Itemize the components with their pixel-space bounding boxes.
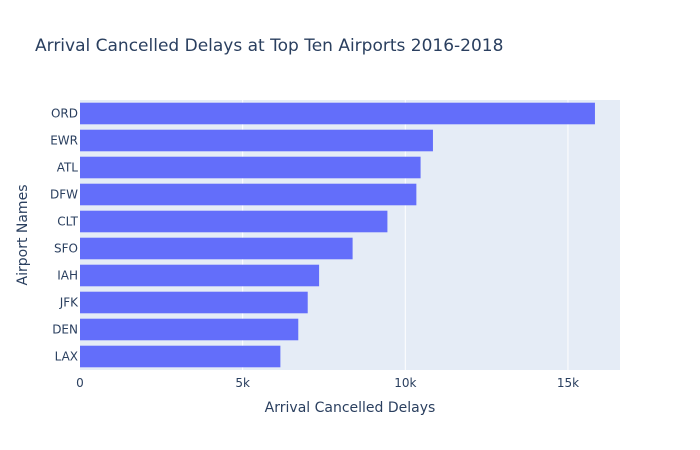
y-tick-label: LAX bbox=[55, 350, 78, 364]
bar-iah bbox=[80, 264, 320, 287]
bar-ewr bbox=[80, 129, 433, 152]
y-tick-label: CLT bbox=[57, 215, 78, 229]
y-tick-label: SFO bbox=[54, 242, 78, 256]
bars bbox=[80, 102, 595, 368]
y-tick-label: ATL bbox=[57, 161, 79, 175]
bar-den bbox=[80, 318, 299, 341]
y-tick-label: JFK bbox=[59, 296, 79, 310]
bar-clt bbox=[80, 210, 388, 233]
bar-jfk bbox=[80, 291, 308, 314]
x-tick-label: 5k bbox=[235, 376, 250, 390]
x-tick-label: 10k bbox=[394, 376, 416, 390]
bar-dfw bbox=[80, 183, 417, 206]
bar-ord bbox=[80, 102, 595, 125]
y-tick-label: EWR bbox=[50, 134, 78, 148]
y-tick-label: ORD bbox=[51, 107, 78, 121]
y-tick-labels: ORD EWR ATL DFW CLT SFO IAH JFK DEN LAX bbox=[50, 107, 79, 364]
x-axis-title: Arrival Cancelled Delays bbox=[265, 400, 436, 416]
y-tick-label: IAH bbox=[57, 269, 78, 283]
bar-sfo bbox=[80, 237, 353, 260]
chart-title: Arrival Cancelled Delays at Top Ten Airp… bbox=[35, 36, 503, 56]
bar-atl bbox=[80, 156, 421, 179]
y-tick-label: DEN bbox=[52, 323, 78, 337]
x-tick-labels: 0 5k 10k 15k bbox=[76, 376, 579, 390]
y-axis-title: Airport Names bbox=[15, 185, 31, 286]
x-tick-label: 15k bbox=[557, 376, 579, 390]
bar-lax bbox=[80, 345, 281, 368]
y-tick-label: DFW bbox=[50, 188, 78, 202]
x-tick-label: 0 bbox=[76, 376, 84, 390]
